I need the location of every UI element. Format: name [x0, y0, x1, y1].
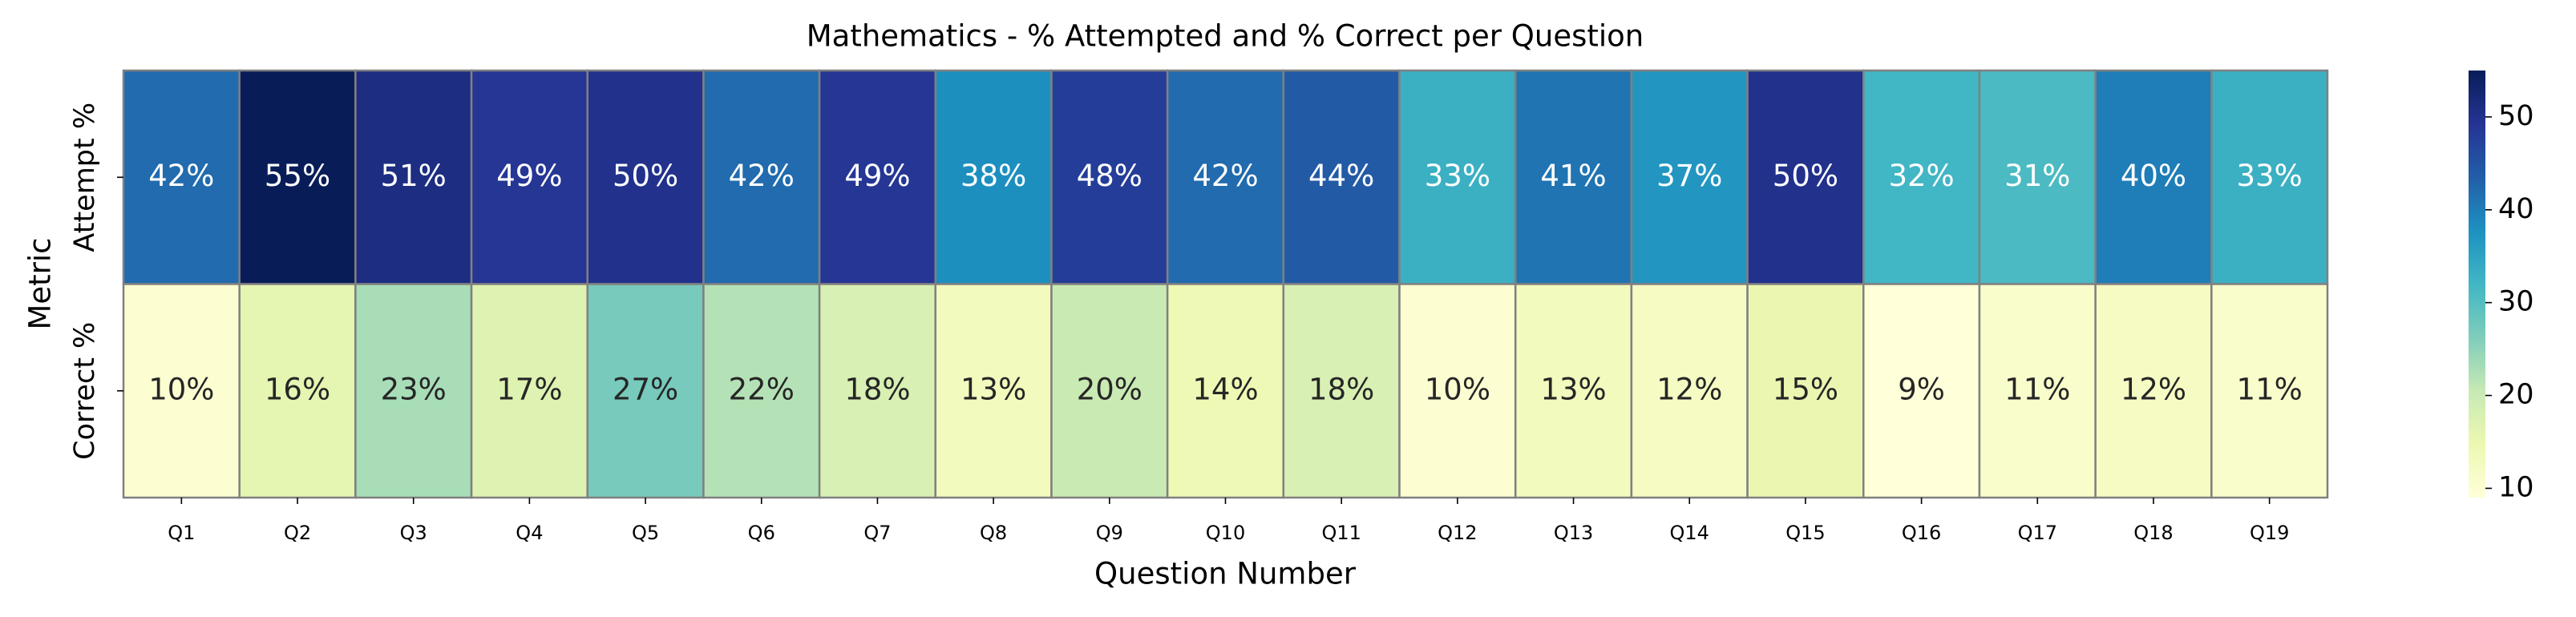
heatmap-cell — [122, 69, 241, 285]
cell-label: 12% — [2121, 372, 2186, 406]
heatmap-cell — [470, 283, 588, 499]
x-tick-label: Q4 — [516, 522, 543, 544]
heatmap-cell — [702, 283, 821, 499]
colorbar-tick-label: 50 — [2498, 100, 2534, 132]
heatmap-cell — [2210, 283, 2329, 499]
heatmap-cell — [1398, 283, 1517, 499]
cell-label: 31% — [2004, 159, 2070, 193]
cell-label: 9% — [1898, 372, 1945, 406]
x-tick-label: Q10 — [1206, 522, 1245, 544]
colorbar-tick-label: 10 — [2498, 471, 2534, 503]
heatmap-cell — [238, 283, 357, 499]
heatmap-cell — [934, 69, 1053, 285]
x-tick-label: Q2 — [284, 522, 311, 544]
cell-label: 37% — [1656, 159, 1722, 193]
x-tick-label: Q6 — [748, 522, 775, 544]
heatmap-cell — [354, 283, 473, 499]
x-tick-label: Q9 — [1096, 522, 1123, 544]
cell-label: 27% — [613, 372, 678, 406]
heatmap-cell — [470, 69, 588, 285]
cell-label: 12% — [1656, 372, 1722, 406]
heatmap-cell — [1166, 69, 1285, 285]
cell-label: 44% — [1308, 159, 1374, 193]
cell-label: 10% — [1425, 372, 1490, 406]
cell-label: 17% — [496, 372, 562, 406]
cell-label: 33% — [2237, 159, 2303, 193]
heatmap-cell — [1398, 69, 1517, 285]
x-tick-label: Q16 — [1902, 522, 1941, 544]
cell-label: 11% — [2237, 372, 2303, 406]
colorbar-tick-label: 40 — [2498, 193, 2534, 225]
cell-label: 40% — [2121, 159, 2186, 193]
cell-label: 22% — [729, 372, 795, 406]
x-tick-label: Q1 — [168, 522, 195, 544]
cell-label: 41% — [1540, 159, 1606, 193]
colorbar-tick-label: 30 — [2498, 286, 2534, 318]
heatmap-cell — [122, 283, 241, 499]
cell-label: 18% — [844, 372, 910, 406]
cell-label: 20% — [1077, 372, 1142, 406]
x-tick-label: Q17 — [2018, 522, 2057, 544]
x-tick-label: Q18 — [2133, 522, 2173, 544]
heatmap-cell — [586, 69, 705, 285]
cell-label: 10% — [148, 372, 214, 406]
heatmap-cell — [1978, 283, 2097, 499]
cell-label: 42% — [1192, 159, 1258, 193]
x-tick-label: Q8 — [980, 522, 1007, 544]
y-tick-label: Attempt % — [69, 103, 101, 252]
cell-label: 48% — [1077, 159, 1142, 193]
y-tick-label: Correct % — [69, 322, 101, 460]
x-tick-label: Q11 — [1321, 522, 1361, 544]
heatmap-cell — [934, 283, 1053, 499]
cell-label: 50% — [1773, 159, 1838, 193]
heatmap-cell — [1862, 69, 1981, 285]
x-tick-label: Q7 — [863, 522, 891, 544]
heatmap-cell — [1862, 283, 1981, 499]
cell-label: 55% — [265, 159, 330, 193]
x-axis-label: Question Number — [1094, 557, 1357, 591]
x-tick-label: Q12 — [1438, 522, 1477, 544]
cell-label: 13% — [960, 372, 1026, 406]
heatmap-cell — [1050, 283, 1169, 499]
heatmap-cell — [2094, 283, 2213, 499]
chart-title: Mathematics - % Attempted and % Correct … — [807, 19, 1644, 54]
cell-label: 38% — [960, 159, 1026, 193]
heatmap-cell — [1166, 283, 1285, 499]
cell-label: 11% — [2004, 372, 2070, 406]
cell-label: 15% — [1773, 372, 1838, 406]
cell-label: 13% — [1540, 372, 1606, 406]
x-tick-label: Q14 — [1670, 522, 1709, 544]
y-axis-label: Metric — [23, 237, 58, 329]
colorbar — [2469, 71, 2485, 498]
heatmap-cell — [1978, 69, 2097, 285]
heatmap-cell — [1514, 69, 1633, 285]
heatmap-cell — [2210, 69, 2329, 285]
cell-label: 18% — [1308, 372, 1374, 406]
x-tick-label: Q19 — [2250, 522, 2289, 544]
cell-label: 33% — [1425, 159, 1490, 193]
cell-label: 32% — [1888, 159, 1954, 193]
cell-label: 16% — [265, 372, 330, 406]
x-tick-label: Q13 — [1554, 522, 1593, 544]
x-tick-label: Q5 — [632, 522, 659, 544]
cell-label: 14% — [1192, 372, 1258, 406]
cell-label: 49% — [496, 159, 562, 193]
cell-label: 42% — [148, 159, 214, 193]
colorbar-tick-label: 20 — [2498, 379, 2534, 411]
heatmap-cell — [354, 69, 473, 285]
cell-label: 49% — [844, 159, 910, 193]
x-tick-label: Q15 — [1785, 522, 1825, 544]
cell-label: 51% — [381, 159, 447, 193]
heatmap-cell — [1630, 69, 1749, 285]
x-tick-label: Q3 — [400, 522, 427, 544]
cell-label: 50% — [613, 159, 678, 193]
heatmap-cell — [238, 69, 357, 285]
cell-label: 23% — [381, 372, 447, 406]
cell-label: 42% — [729, 159, 795, 193]
heatmap-cell — [2094, 69, 2213, 285]
heatmap-cell — [702, 69, 821, 285]
